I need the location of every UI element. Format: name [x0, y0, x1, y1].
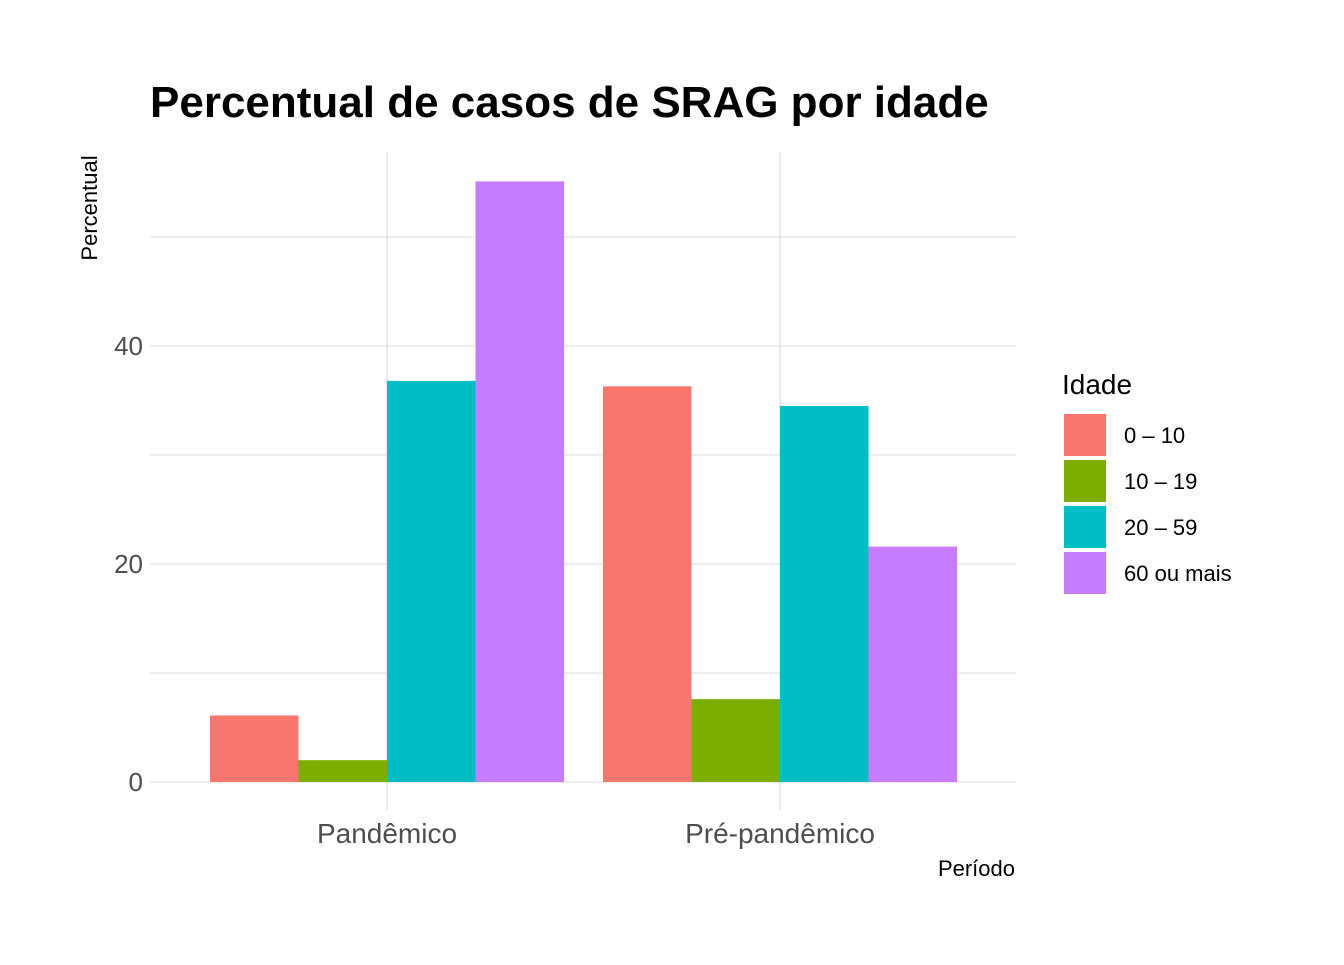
- bar: [868, 546, 957, 782]
- gridlines: [150, 152, 1016, 810]
- x-tick-label: Pandêmico: [317, 818, 457, 849]
- x-tick-label: Pré-pandêmico: [685, 818, 875, 849]
- legend-label: 20 – 59: [1124, 515, 1197, 540]
- bar: [691, 699, 780, 782]
- y-axis-label: Percentual: [77, 155, 102, 260]
- bars: [210, 181, 957, 782]
- legend-key: [1064, 414, 1106, 456]
- legend-key: [1064, 460, 1106, 502]
- bar: [780, 405, 869, 782]
- bar: [298, 760, 387, 782]
- legend-key: [1064, 552, 1106, 594]
- legend-label: 0 – 10: [1124, 423, 1185, 448]
- x-axis-label: Período: [938, 856, 1015, 881]
- bar: [387, 380, 476, 782]
- chart-title: Percentual de casos de SRAG por idade: [150, 78, 989, 127]
- bar: [475, 181, 564, 782]
- legend-label: 60 ou mais: [1124, 561, 1232, 586]
- y-tick-label: 20: [114, 549, 143, 579]
- bar: [210, 715, 299, 782]
- legend-label: 10 – 19: [1124, 469, 1197, 494]
- legend-title: Idade: [1062, 369, 1132, 400]
- legend-key: [1064, 506, 1106, 548]
- y-tick-label: 0: [129, 767, 143, 797]
- bar: [603, 386, 692, 782]
- y-tick-label: 40: [114, 331, 143, 361]
- legend: Idade 0 – 10 10 – 19 20 – 59 60 ou mais: [1062, 369, 1232, 594]
- axis-ticks: 0 20 40 Pandêmico Pré-pandêmico: [114, 331, 875, 849]
